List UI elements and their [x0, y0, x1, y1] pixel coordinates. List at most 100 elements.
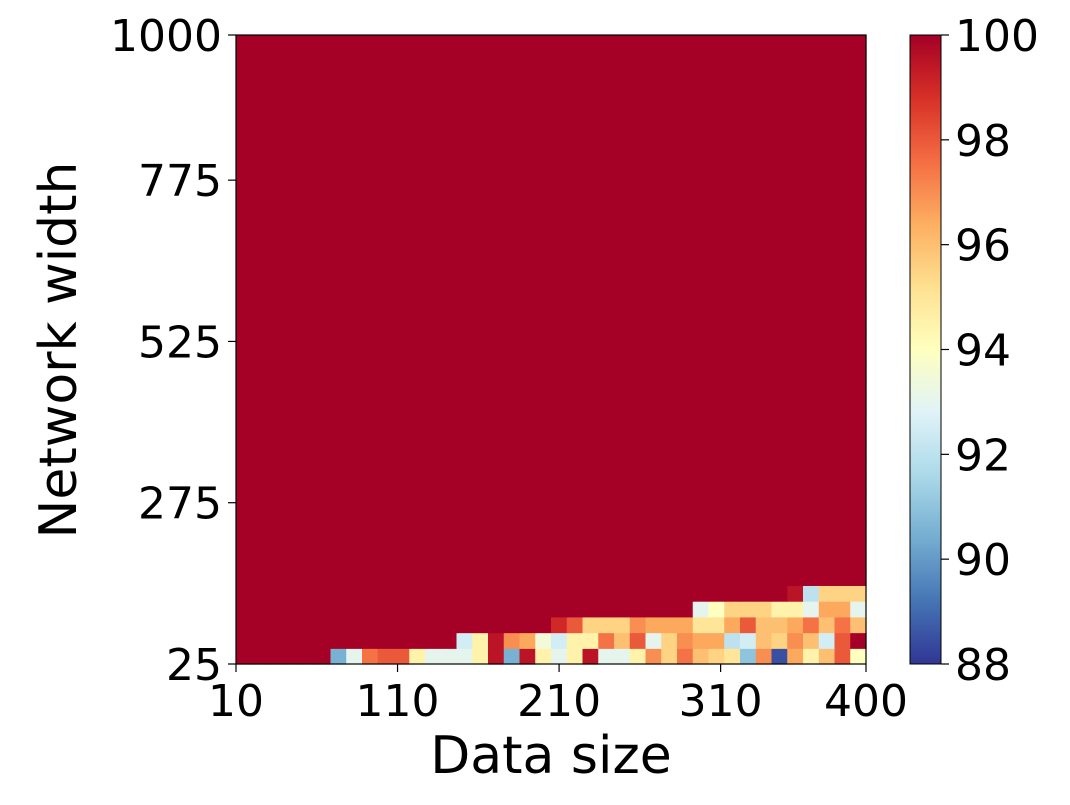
y-tick-label: 775: [138, 156, 222, 207]
heatmap-cell: [362, 286, 379, 303]
heatmap-cell: [724, 632, 741, 649]
heatmap-cell: [346, 239, 363, 256]
heatmap-cell: [251, 35, 269, 52]
heatmap-cell: [551, 145, 568, 162]
heatmap-cell: [677, 475, 694, 492]
heatmap-cell: [834, 66, 851, 83]
heatmap-cell: [488, 601, 505, 618]
heatmap-cell: [677, 601, 694, 618]
heatmap-cell: [614, 569, 631, 586]
heatmap-cell: [661, 318, 678, 335]
heatmap-cell: [818, 66, 836, 83]
heatmap-cell: [425, 302, 442, 319]
heatmap-cell: [488, 207, 505, 225]
heatmap-cell: [283, 66, 300, 83]
heatmap-cell: [236, 318, 253, 335]
heatmap-cell: [661, 601, 678, 618]
heatmap-cell: [456, 491, 473, 508]
heatmap-cell: [236, 491, 253, 508]
heatmap-cell: [708, 538, 725, 555]
heatmap-cell: [708, 286, 725, 303]
heatmap-cell: [850, 616, 867, 634]
heatmap-cell: [629, 35, 647, 52]
heatmap-cell: [724, 318, 741, 335]
heatmap-cell: [582, 380, 599, 398]
heatmap-cell: [346, 412, 363, 429]
heatmap-cell: [818, 35, 836, 52]
heatmap-cell: [834, 459, 851, 476]
heatmap-cell: [614, 412, 631, 429]
heatmap-cell: [456, 113, 473, 130]
heatmap-cell: [629, 522, 647, 539]
heatmap-cell: [692, 396, 710, 413]
heatmap-cell: [330, 428, 347, 445]
heatmap-cell: [551, 97, 568, 115]
heatmap-cell: [724, 475, 741, 492]
heatmap-cell: [283, 270, 300, 288]
heatmap-cell: [425, 223, 442, 241]
heatmap-cell: [251, 302, 269, 319]
heatmap-cell: [393, 113, 410, 130]
heatmap-cell: [236, 223, 253, 241]
heatmap-cell: [614, 223, 631, 241]
heatmap-cell: [645, 553, 662, 571]
heatmap-cell: [377, 585, 395, 602]
heatmap-cell: [551, 443, 568, 461]
heatmap-cell: [283, 585, 300, 602]
heatmap-cell: [425, 538, 442, 555]
heatmap-cell: [283, 443, 300, 461]
heatmap-cell: [598, 35, 615, 52]
heatmap-cell: [551, 616, 568, 634]
heatmap-cell: [692, 50, 710, 68]
heatmap-cell: [566, 145, 584, 162]
heatmap-cell: [551, 428, 568, 445]
heatmap-cell: [582, 601, 599, 618]
heatmap-cell: [346, 82, 363, 99]
heatmap-cell: [330, 176, 347, 193]
heatmap-cell: [755, 333, 773, 351]
heatmap-cell: [708, 396, 725, 413]
heatmap-cell: [456, 270, 473, 288]
heatmap-cell: [535, 176, 552, 193]
heatmap-cell: [236, 506, 253, 524]
heatmap-cell: [409, 82, 426, 99]
heatmap-cell: [503, 569, 521, 586]
heatmap-cell: [519, 506, 536, 524]
heatmap-cell: [330, 459, 347, 476]
heatmap-cell: [771, 35, 788, 52]
heatmap-cell: [755, 192, 773, 209]
heatmap-cell: [551, 129, 568, 146]
heatmap-cell: [818, 302, 836, 319]
heatmap-cell: [519, 443, 536, 461]
heatmap-cell: [409, 160, 426, 178]
heatmap-cell: [251, 286, 269, 303]
heatmap-cell: [692, 333, 710, 351]
heatmap-cell: [425, 443, 442, 461]
heatmap-cell: [598, 443, 615, 461]
heatmap-cell: [645, 585, 662, 602]
heatmap-cell: [456, 160, 473, 178]
heatmap-cell: [472, 506, 489, 524]
heatmap-cell: [708, 522, 725, 539]
heatmap-cell: [850, 396, 867, 413]
colorbar: [909, 34, 942, 665]
heatmap-cell: [472, 66, 489, 83]
heatmap-cell: [598, 475, 615, 492]
heatmap-cell: [267, 66, 284, 83]
heatmap-cell: [724, 585, 741, 602]
heatmap-cell: [645, 569, 662, 586]
heatmap-cell: [708, 239, 725, 256]
heatmap-cell: [582, 82, 599, 99]
heatmap-cell: [409, 538, 426, 555]
heatmap-cell: [771, 648, 788, 665]
heatmap-cell: [236, 585, 253, 602]
heatmap-cell: [582, 192, 599, 209]
heatmap-cell: [251, 207, 269, 225]
heatmap-cell: [251, 365, 269, 382]
heatmap-cell: [834, 475, 851, 492]
heatmap-cell: [409, 365, 426, 382]
heatmap-cell: [645, 113, 662, 130]
heatmap-cell: [834, 50, 851, 68]
heatmap-cell: [708, 616, 725, 634]
heatmap-cell: [409, 223, 426, 241]
